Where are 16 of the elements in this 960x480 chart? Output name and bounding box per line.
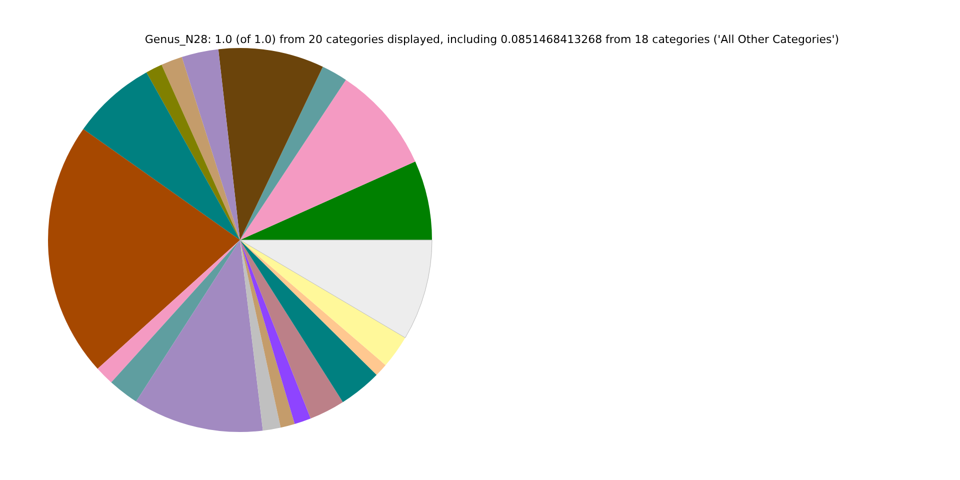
pie-slice [218,48,323,240]
pie-slice [240,66,346,240]
pie-slice [111,240,240,402]
pie-slice [48,129,240,369]
pie-slice [240,240,311,424]
pie-slice [240,240,343,419]
pie-slice [240,240,377,402]
pie-slice [146,64,240,240]
pie-slice [240,162,432,240]
pie-slice [162,57,240,240]
text: Genus_N28: 1.0 (of 1.0) from 20 categories displayed, including 0.0851468413268 from 18 categories ('All Other Categories') [144,33,840,46]
pie-slice [240,240,295,428]
pie-slice [240,80,416,240]
pie-slice [83,72,240,240]
pie-slice [98,240,240,382]
pie-slice [240,240,406,366]
